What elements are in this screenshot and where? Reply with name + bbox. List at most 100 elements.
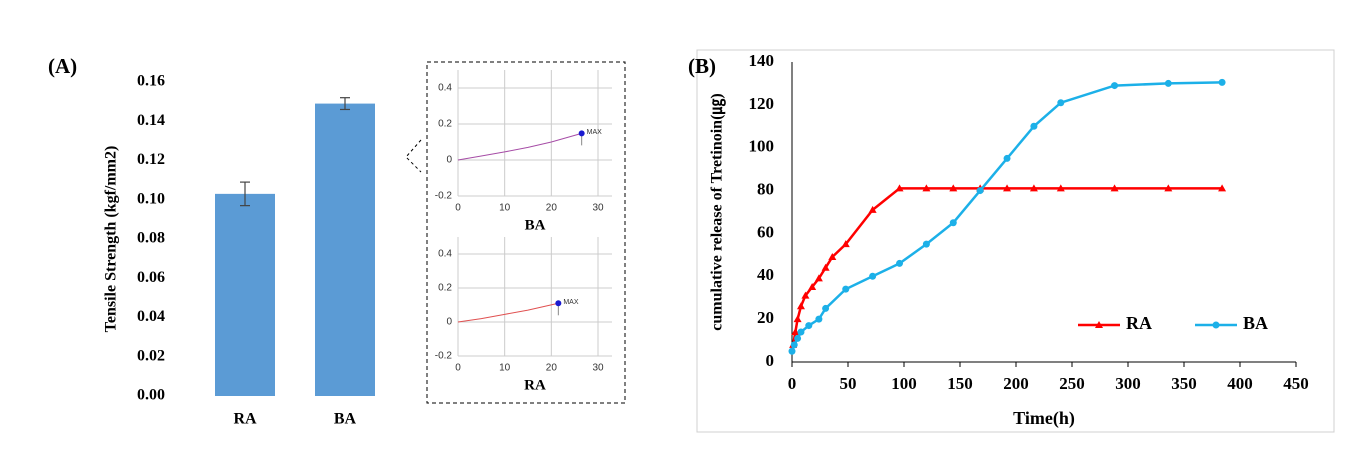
x-tick-label: 20 [546,363,558,374]
y-tick-label: 0.06 [137,269,165,286]
marker [814,274,823,282]
marker [1164,79,1172,87]
marker [896,259,904,267]
y-tick-label: 80 [757,179,774,198]
y-tick-label: 0.00 [137,387,165,404]
marker [922,240,930,248]
marker [791,328,800,335]
x-tick-label: RA [233,411,257,428]
marker [793,315,802,323]
y-tick-label: 0.4 [438,249,452,260]
x-tick-label: 10 [499,363,511,374]
marker [1056,184,1065,192]
y-tick-label: 60 [757,222,774,241]
marker [821,263,830,271]
marker [1218,78,1226,86]
marker [949,184,958,192]
x-tick-label: 400 [1227,374,1253,393]
x-tick-label: BA [334,411,357,428]
marker [788,347,796,355]
y-tick-label: 0.10 [137,190,165,207]
marker [1029,184,1038,192]
marker [1095,321,1103,328]
y-tick-label: 0.02 [137,347,165,364]
legend-label: RA [1126,313,1152,333]
x-tick-label: 0 [788,374,797,393]
legend-label: BA [1243,313,1268,333]
y-tick-label: 0.12 [137,151,165,168]
x-tick-label: 30 [592,203,604,214]
x-tick-label: 10 [499,203,511,214]
y-tick-label: 0.08 [137,230,165,247]
x-tick-label: 200 [1003,374,1029,393]
marker [1057,99,1065,107]
marker [797,328,805,336]
y-tick-label: 0.2 [438,119,452,130]
y-axis-label: cumulative release of Tretinoin(㎍) [709,93,727,330]
y-tick-label: 0.14 [137,112,165,129]
line [790,81,1223,352]
marker [815,315,823,323]
bar [215,193,275,396]
y-tick-label: 0.16 [137,73,165,90]
y-tick-label: 140 [749,51,775,70]
marker [1003,154,1011,162]
marker [895,184,904,192]
x-tick-label: 30 [592,363,604,374]
marker [822,304,830,312]
marker [1164,184,1173,192]
marker [1030,122,1038,130]
x-tick-label: 450 [1283,374,1309,393]
y-tick-label: 40 [757,265,774,284]
marker [841,240,850,248]
panel-label: (B) [688,54,716,78]
y-tick-label: -0.2 [435,351,453,362]
marker [790,341,798,349]
marker [808,283,817,290]
marker [1003,184,1012,192]
x-tick-label: 150 [947,374,973,393]
x-tick-label: 0 [455,363,461,374]
marker [1111,82,1119,90]
line [457,132,582,161]
x-tick-label: 350 [1171,374,1197,393]
x-tick-label: 100 [891,374,917,393]
inset-frame [426,61,626,404]
y-tick-label: 0.4 [438,83,452,94]
panel-label: (A) [48,54,77,78]
x-tick-label: 0 [455,203,461,214]
chart-frame [696,49,1335,433]
x-axis-label: BA [525,217,546,233]
x-tick-label: 250 [1059,374,1085,393]
marker [801,291,810,299]
y-axis-label: Tensile Strength (kgf/mm2) [103,146,120,333]
marker [976,187,984,195]
x-axis-label: RA [524,377,546,393]
annotation-text: MAX [587,129,603,136]
y-tick-label: 0.2 [438,283,452,294]
marker [805,322,813,330]
annotation-point [578,130,585,137]
marker [922,184,931,192]
x-axis-label: Time(h) [1013,408,1075,429]
marker [869,272,877,280]
marker [796,302,805,310]
y-tick-label: 0.04 [137,308,165,325]
y-tick-label: -0.2 [435,191,453,202]
line [457,302,559,323]
marker [794,334,802,342]
y-tick-label: 0 [446,317,452,328]
x-tick-label: 20 [546,203,558,214]
annotation-point [555,300,562,307]
line [791,187,1223,346]
x-tick-label: 50 [840,374,857,393]
marker [868,205,877,213]
marker [842,285,850,293]
marker [1218,184,1227,192]
annotation-text: MAX [563,299,579,306]
marker [949,219,957,227]
y-tick-label: 0 [446,155,452,166]
marker [828,253,837,260]
bar [315,103,375,397]
